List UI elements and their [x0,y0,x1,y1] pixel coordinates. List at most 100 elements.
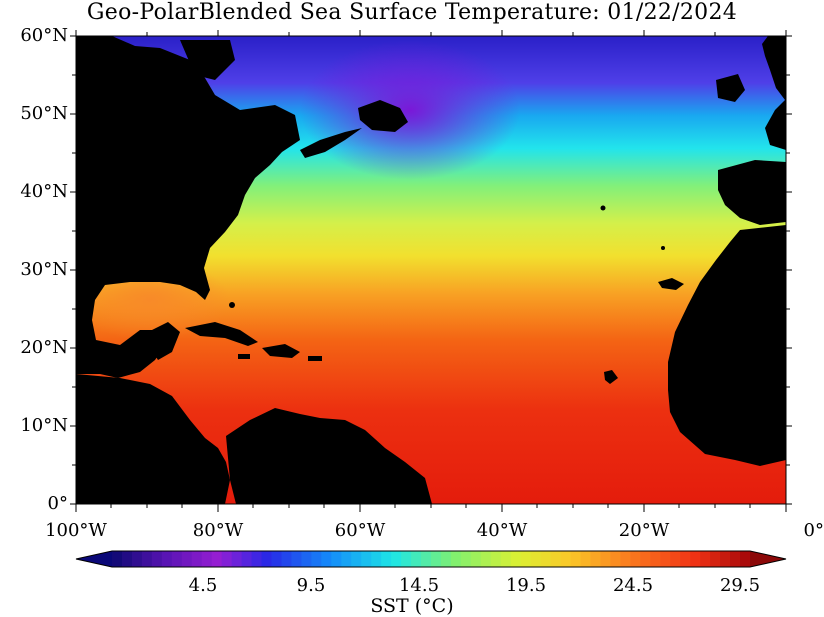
colorbar-cell [700,551,711,567]
colorbar-cell [550,551,562,567]
colorbar-cell [261,551,272,567]
colorbar-cell [500,551,512,567]
lon-label-0: 0° [803,520,824,541]
colorbar-cell [401,551,412,567]
lat-label-30n: 30°N [20,259,68,280]
colorbar-cell [520,551,532,567]
colorbar-cell [251,551,263,567]
colorbar-cell [391,551,402,567]
colorbar-cell [530,551,542,567]
colorbar-cell [211,551,223,567]
hudson-region-land [180,40,235,80]
yucatan-land [142,322,180,360]
colorbar-cell [570,551,582,567]
colorbar-cell [720,551,731,567]
lat-label-20n: 20°N [20,337,68,358]
colorbar-cell [710,551,721,567]
nova-scotia-land [300,128,362,158]
colorbar-cell [470,551,482,567]
colorbar-cell [421,551,432,567]
colorbar-tick-29-5: 29.5 [719,575,761,596]
colorbar-cell [221,551,233,567]
colorbar-cell [331,551,342,567]
colorbar-tick-4-5: 4.5 [188,575,218,596]
colorbar-cell [191,551,203,567]
colorbar-cell [201,551,213,567]
colorbar-cell [341,551,352,567]
colorbar-cell [321,551,332,567]
longitude-axis [75,30,787,512]
colorbar-cell [640,551,651,567]
colorbar-max-arrow [750,551,786,567]
colorbar-cell [301,551,312,567]
cuba-land [185,322,258,346]
colorbar-cell [431,551,442,567]
colorbar-cell [540,551,552,567]
colorbar-tick-24-5: 24.5 [612,575,654,596]
colorbar-cell [450,551,462,567]
south-america-landmass [226,408,432,504]
colorbar-cell [480,551,492,567]
lat-label-60n: 60°N [20,25,68,46]
africa-landmass [668,225,786,466]
colorbar-cell [440,551,452,567]
lat-label-40n: 40°N [20,181,68,202]
bahamas-land [229,302,235,308]
colorbar-tick-19-5: 19.5 [505,575,547,596]
puerto-rico-land [308,356,322,361]
jamaica-land [238,354,250,359]
colorbar-cell [411,551,422,567]
colorbar-cell [141,551,153,567]
colorbar-cell [490,551,502,567]
colorbar-cell [460,551,472,567]
colorbar-min-arrow [76,551,112,567]
colorbar-cell [730,551,741,567]
azores-land [600,205,606,211]
colorbar-cell [121,551,133,567]
colorbar-cell [590,551,601,567]
colorbar-cell [680,551,691,567]
lat-label-10n: 10°N [20,415,68,436]
colorbar-cell [510,551,522,567]
colorbar-tick-9-5: 9.5 [296,575,326,596]
newfoundland-land [358,100,408,132]
colorbar-cell [281,551,292,567]
colorbar-cell [241,551,253,567]
latitude-axis [70,35,792,505]
colorbar-cell [670,551,681,567]
north-america-landmass [76,36,300,378]
colorbar-cell [311,551,322,567]
madeira-land [661,246,665,250]
colorbar-cell [580,551,591,567]
colorbar-cell [630,551,641,567]
colorbar-cell [291,551,302,567]
colorbar-cell [620,551,631,567]
lon-label-100w: 100°W [45,520,107,541]
hispaniola-land [262,344,300,358]
colorbar-cell [560,551,572,567]
colorbar-cell [112,551,123,567]
lon-label-40w: 40°W [476,520,528,541]
colorbar-cell [371,551,382,567]
colorbar-cell [161,551,173,567]
colorbar-outline [75,550,787,568]
colorbar-cells [75,550,787,568]
iberia-land [718,160,786,225]
colorbar-cell [740,551,751,567]
colorbar-cell [660,551,671,567]
europe-landmass [762,36,786,150]
map-title: Geo-PolarBlended Sea Surface Temperature… [86,0,738,25]
colorbar-tick-14-5: 14.5 [398,575,440,596]
colorbar-cell [151,551,163,567]
colorbar-cell [361,551,372,567]
colorbar-cell [381,551,392,567]
colorbar-cell [271,551,282,567]
colorbar-cell [181,551,193,567]
labrador-cold-region [300,40,520,180]
canary-islands-land [658,278,684,290]
colorbar-cell [131,551,143,567]
cape-verde-land [604,370,618,384]
colorbar-cell [231,551,243,567]
